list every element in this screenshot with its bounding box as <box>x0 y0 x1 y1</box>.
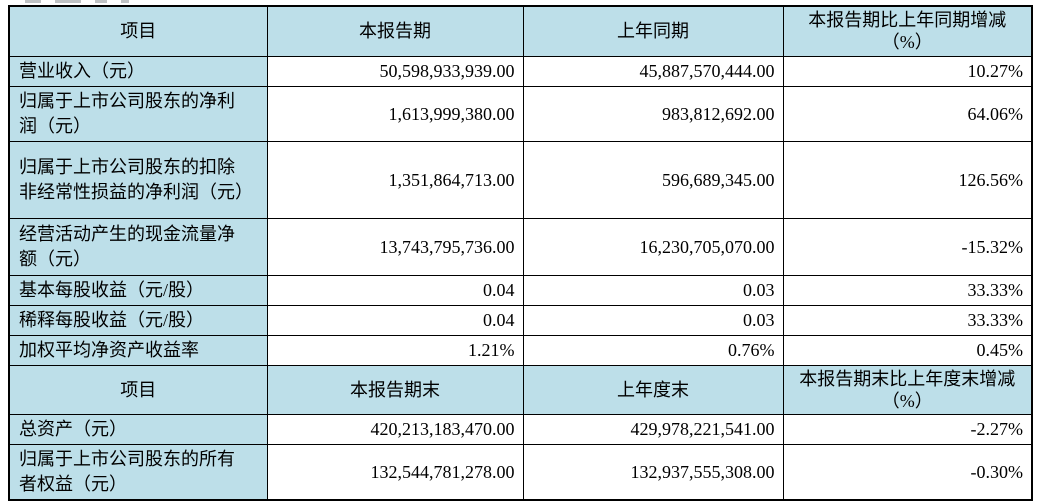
value-current-period: 1,351,864,713.00 <box>266 140 524 219</box>
table-row-weighted-avg-roe: 加权平均净资产收益率 1.21% 0.76% 0.45% <box>8 334 1033 366</box>
value-current-period: 0.04 <box>266 304 524 336</box>
value-change-percent: 10.27% <box>782 55 1033 87</box>
header-current-period: 本报告期 <box>266 5 524 57</box>
header-item: 项目 <box>8 364 268 415</box>
value-current-period: 1.21% <box>266 334 524 366</box>
header-prior-year-end: 上年度末 <box>522 364 784 415</box>
value-change-percent: -2.27% <box>782 413 1033 445</box>
table-row-operating-revenue: 营业收入（元） 50,598,933,939.00 45,887,570,444… <box>8 55 1033 87</box>
header-item: 项目 <box>8 5 268 57</box>
value-change-percent: 33.33% <box>782 274 1033 306</box>
value-change-percent: 33.33% <box>782 304 1033 336</box>
row-label: 基本每股收益（元/股） <box>8 274 268 306</box>
value-prior-period: 983,812,692.00 <box>522 85 784 142</box>
clipped-text-remnant <box>25 0 165 3</box>
value-current-period: 13,743,795,736.00 <box>266 217 524 276</box>
table-row-total-assets: 总资产（元） 420,213,183,470.00 429,978,221,54… <box>8 413 1033 445</box>
value-prior-period: 596,689,345.00 <box>522 140 784 219</box>
row-label: 归属于上市公司股东的扣除非经常性损益的净利润（元） <box>8 140 268 219</box>
header-change-percent: 本报告期比上年同期增减 （%） <box>782 5 1033 57</box>
value-change-percent: 0.45% <box>782 334 1033 366</box>
value-change-percent: -15.32% <box>782 217 1033 276</box>
header-row-period: 项目 本报告期 上年同期 本报告期比上年同期增减 （%） <box>8 5 1033 57</box>
header-change-percent-end: 本报告期末比上年度末增减 （%） <box>782 364 1033 415</box>
value-prior-period: 16,230,705,070.00 <box>522 217 784 276</box>
table-row-net-profit-excl-nonrecurring: 归属于上市公司股东的扣除非经常性损益的净利润（元） 1,351,864,713.… <box>8 140 1033 219</box>
row-label: 加权平均净资产收益率 <box>8 334 268 366</box>
value-current-period: 0.04 <box>266 274 524 306</box>
row-label: 归属于上市公司股东的净利润（元） <box>8 85 268 142</box>
header-row-period-end: 项目 本报告期末 上年度末 本报告期末比上年度末增减 （%） <box>8 364 1033 415</box>
value-prior-year-end: 429,978,221,541.00 <box>522 413 784 445</box>
row-label: 营业收入（元） <box>8 55 268 87</box>
financial-summary-table-container: 项目 本报告期 上年同期 本报告期比上年同期增减 （%） 营业收入（元） 50,… <box>8 5 1033 501</box>
value-change-percent: 126.56% <box>782 140 1033 219</box>
table-row-operating-cash-flow: 经营活动产生的现金流量净额（元） 13,743,795,736.00 16,23… <box>8 217 1033 276</box>
table-row-net-profit: 归属于上市公司股东的净利润（元） 1,613,999,380.00 983,81… <box>8 85 1033 142</box>
header-prior-period: 上年同期 <box>522 5 784 57</box>
row-label: 归属于上市公司股东的所有者权益（元） <box>8 443 268 500</box>
value-prior-period: 0.03 <box>522 274 784 306</box>
row-label: 经营活动产生的现金流量净额（元） <box>8 217 268 276</box>
table-row-basic-eps: 基本每股收益（元/股） 0.04 0.03 33.33% <box>8 274 1033 306</box>
value-current-period-end: 132,544,781,278.00 <box>266 443 524 500</box>
value-prior-period: 45,887,570,444.00 <box>522 55 784 87</box>
financial-summary-table: 项目 本报告期 上年同期 本报告期比上年同期增减 （%） 营业收入（元） 50,… <box>8 5 1033 501</box>
table-row-shareholders-equity: 归属于上市公司股东的所有者权益（元） 132,544,781,278.00 13… <box>8 443 1033 500</box>
value-current-period-end: 420,213,183,470.00 <box>266 413 524 445</box>
value-change-percent: 64.06% <box>782 85 1033 142</box>
value-prior-period: 0.03 <box>522 304 784 336</box>
table-row-diluted-eps: 稀释每股收益（元/股） 0.04 0.03 33.33% <box>8 304 1033 336</box>
value-current-period: 50,598,933,939.00 <box>266 55 524 87</box>
value-change-percent: -0.30% <box>782 443 1033 500</box>
value-prior-year-end: 132,937,555,308.00 <box>522 443 784 500</box>
row-label: 稀释每股收益（元/股） <box>8 304 268 336</box>
header-current-period-end: 本报告期末 <box>266 364 524 415</box>
value-current-period: 1,613,999,380.00 <box>266 85 524 142</box>
row-label: 总资产（元） <box>8 413 268 445</box>
value-prior-period: 0.76% <box>522 334 784 366</box>
